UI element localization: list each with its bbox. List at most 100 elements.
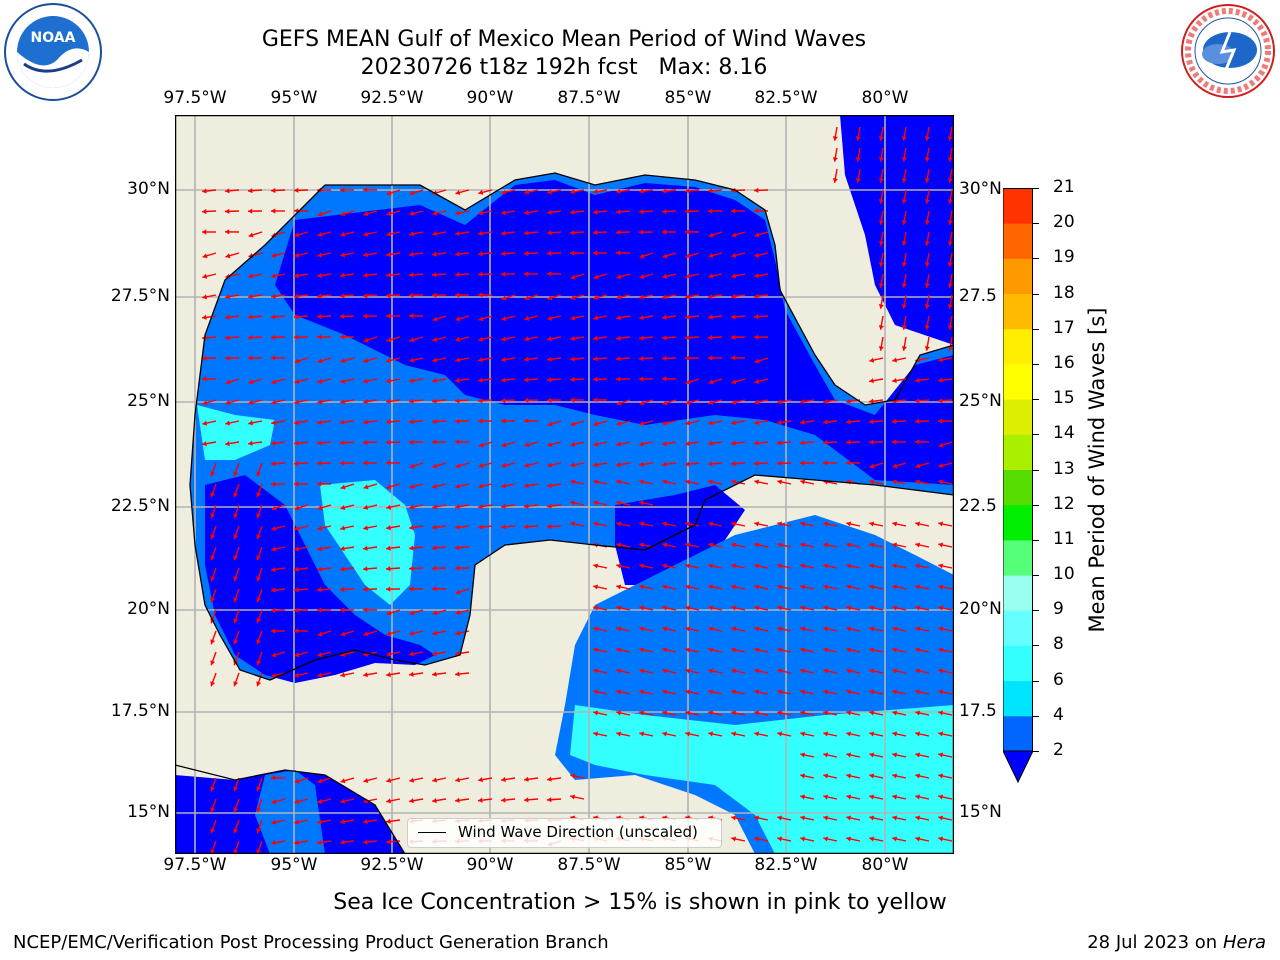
wind-arrow-head	[869, 626, 874, 632]
wind-arrow-head	[892, 463, 898, 469]
wind-arrow-head	[294, 505, 300, 511]
wind-arrow-head	[501, 336, 506, 342]
wind-arrow-head	[731, 334, 736, 340]
wind-arrow-head	[409, 463, 415, 469]
wind-arrow-head	[524, 524, 529, 530]
wind-arrow-head	[317, 313, 322, 320]
wind-arrow-head	[616, 563, 621, 569]
wind-arrow-head	[340, 313, 345, 319]
wind-arrow-head	[708, 379, 714, 385]
wind-arrow-head	[432, 610, 438, 616]
wind-arrow-head	[294, 652, 300, 658]
wind-arrow-head	[662, 273, 668, 279]
wind-arrow-head	[731, 647, 736, 653]
colorbar-band	[1003, 188, 1033, 224]
wind-arrow-head	[363, 358, 369, 363]
wind-arrow-head	[455, 671, 460, 677]
wind-arrow-head	[892, 542, 897, 548]
wind-arrow-head	[455, 418, 460, 424]
wind-arrow-head	[202, 208, 207, 215]
wind-arrow-head	[800, 815, 805, 821]
wind-arrow-head	[524, 797, 529, 803]
wind-arrow-head	[915, 836, 920, 842]
wind-arrow-head	[662, 253, 668, 259]
wind-arrow-head	[210, 660, 216, 666]
wind-arrow-head	[938, 563, 943, 569]
wind-arrow-head	[685, 584, 690, 590]
wind-arrow-head	[639, 479, 644, 485]
lon-label-top: 95°W	[270, 88, 318, 108]
wind-arrow-head	[639, 335, 644, 341]
wind-arrow-head	[317, 378, 323, 384]
wind-arrow-head	[501, 271, 506, 277]
wind-arrow-head	[271, 607, 276, 614]
wind-arrow-head	[233, 618, 239, 624]
wind-arrow-head	[892, 521, 897, 527]
wind-arrow-head	[708, 188, 713, 194]
wind-arrow-head	[547, 483, 552, 489]
wind-arrow-head	[892, 563, 897, 569]
wind-arrow-head	[901, 157, 907, 162]
wind-arrow-head	[823, 626, 828, 632]
wind-arrow-head	[225, 355, 230, 361]
lon-label-top: 82.5°W	[754, 88, 818, 108]
wind-arrow-head	[924, 136, 930, 141]
wind-arrow-head	[256, 828, 262, 834]
wind-arrow-head	[340, 293, 345, 299]
wind-arrow-head	[386, 651, 391, 657]
wind-arrow-head	[915, 605, 920, 611]
wind-arrow-head	[570, 479, 575, 485]
wind-arrow-head	[455, 524, 460, 530]
wind-arrow-head	[878, 220, 884, 225]
colorbar-tick-label: 15	[1053, 388, 1075, 409]
wind-arrow-head	[639, 253, 645, 259]
colorbar-tick-mark	[1033, 328, 1039, 330]
wind-arrow-head	[800, 605, 805, 611]
wind-arrow-head	[340, 440, 345, 446]
wind-arrow-head	[731, 420, 736, 426]
wind-arrow-head	[271, 208, 276, 214]
wind-arrow-head	[616, 521, 621, 527]
wind-arrow-head	[409, 439, 414, 445]
wind-arrow-head	[202, 273, 208, 279]
wind-arrow-head	[901, 325, 907, 330]
wind-arrow-head	[409, 292, 414, 298]
wind-arrow-head	[924, 283, 930, 288]
wind-arrow-head	[662, 731, 667, 737]
wind-arrow-head	[524, 377, 529, 383]
wind-arrow-head	[639, 209, 644, 215]
wind-arrow-head	[869, 836, 874, 842]
wind-arrow-head	[846, 605, 851, 611]
wind-arrow-head	[501, 483, 506, 489]
wind-arrow-head	[478, 797, 483, 803]
wind-arrow-head	[616, 668, 621, 674]
wind-arrow-head	[869, 605, 874, 611]
wind-arrow-head	[616, 605, 621, 611]
lat-label-right: 27.5	[959, 286, 997, 306]
wind-arrow-head	[616, 376, 621, 382]
colorbar-tick-label: 21	[1053, 177, 1075, 197]
wind-arrow-head	[271, 314, 276, 320]
wind-arrow-head	[662, 521, 667, 527]
wind-arrow-head	[455, 777, 460, 783]
wind-arrow-head	[386, 398, 391, 404]
wind-arrow-head	[938, 752, 943, 758]
wind-arrow-head	[570, 356, 575, 362]
wind-arrow-head	[639, 689, 644, 695]
wind-arrow-head	[271, 819, 277, 825]
wind-arrow-head	[846, 419, 851, 425]
colorbar-label: Mean Period of Wind Waves [s]	[1085, 307, 1109, 633]
wind-arrow-head	[363, 504, 369, 510]
wind-arrow-head	[846, 398, 851, 404]
wind-arrow-head	[317, 819, 322, 825]
wind-arrow-head	[639, 294, 644, 300]
colorbar-tick-mark	[1033, 610, 1039, 612]
wind-arrow-head	[233, 639, 239, 645]
wind-arrow-head	[846, 460, 851, 466]
noaa-logo: NOAA	[2, 2, 104, 102]
wind-arrow-head	[662, 314, 667, 320]
colorbar-tick-mark	[1033, 645, 1039, 647]
wind-arrow-head	[271, 232, 277, 238]
wind-arrow-head	[317, 211, 323, 217]
wind-arrow-head	[639, 376, 644, 382]
